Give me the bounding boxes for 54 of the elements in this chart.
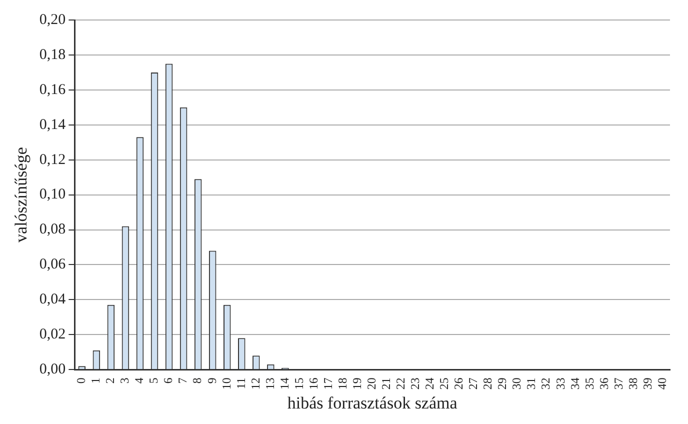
x-tick-label: 1 [88, 378, 103, 384]
x-tick-label: 11 [234, 378, 248, 390]
x-tick-label: 38 [626, 378, 640, 390]
y-tick-label: 0,00 [39, 362, 66, 378]
x-tick-label: 22 [394, 378, 408, 390]
y-axis-title: valószínűsége [12, 147, 31, 242]
x-tick-label: 39 [640, 378, 654, 390]
x-tick-label: 26 [452, 378, 466, 390]
y-tick-label: 0,08 [39, 222, 66, 238]
x-tick-label: 16 [306, 378, 320, 390]
x-tick-label: 31 [524, 378, 538, 390]
y-tick-label: 0,06 [39, 256, 66, 273]
x-tick-label: 13 [262, 378, 277, 390]
x-tick-label: 2 [103, 378, 118, 384]
x-tick-label: 25 [437, 378, 452, 390]
y-tick-label: 0,04 [39, 292, 66, 308]
x-tick-label: 32 [538, 378, 553, 390]
x-tick-label: 17 [320, 378, 335, 390]
x-tick-label: 30 [510, 378, 524, 390]
y-tick-label: 0,14 [39, 116, 66, 133]
x-tick-label: 19 [350, 378, 364, 390]
x-tick-label: 33 [553, 378, 568, 390]
x-tick-label: 3 [118, 378, 132, 384]
x-tick-label: 5 [146, 378, 161, 384]
x-tick-label: 37 [611, 378, 626, 390]
x-tick-label: 24 [422, 378, 437, 390]
x-tick-label: 9 [204, 378, 219, 384]
y-tick-label: 0,02 [39, 326, 66, 343]
x-tick-label: 28 [480, 378, 495, 390]
x-tick-label: 34 [568, 378, 582, 390]
x-tick-label: 23 [408, 378, 422, 390]
y-tick-label: 0,18 [39, 46, 66, 63]
x-tick-label: 18 [335, 378, 350, 390]
x-tick-label: 6 [161, 378, 176, 384]
x-tick-label: 12 [248, 378, 262, 390]
x-tick-label: 0 [74, 378, 88, 384]
x-tick-label: 15 [292, 378, 306, 390]
x-tick-label: 14 [277, 378, 292, 390]
x-tick-label: 20 [364, 378, 378, 390]
x-axis-title: hibás forrasztások száma [287, 393, 458, 412]
y-tick-label: 0,16 [39, 82, 66, 98]
y-tick-label: 0,12 [39, 152, 66, 168]
x-tick-label: 7 [176, 378, 190, 384]
x-tick-label: 40 [654, 378, 669, 390]
y-tick-label: 0,10 [39, 186, 66, 203]
x-tick-label: 8 [190, 378, 204, 384]
x-tick-label: 21 [379, 378, 393, 390]
x-tick-label: 4 [132, 378, 146, 384]
x-tick-label: 29 [495, 378, 510, 390]
y-tick-label: 0,20 [39, 12, 66, 28]
x-tick-label: 35 [582, 378, 596, 390]
x-tick-label: 36 [596, 378, 611, 390]
x-tick-label: 10 [219, 378, 234, 390]
x-tick-label: 27 [466, 378, 480, 390]
